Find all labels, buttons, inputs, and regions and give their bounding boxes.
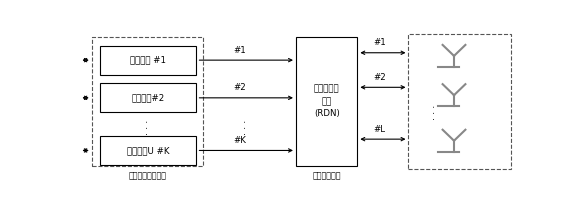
Text: 射频收发单元阵列: 射频收发单元阵列: [128, 171, 166, 180]
Text: #1: #1: [373, 38, 386, 47]
Text: 射频分配网络: 射频分配网络: [313, 171, 341, 180]
Text: #2: #2: [233, 83, 246, 92]
Text: 收发单元#2: 收发单元#2: [131, 93, 165, 102]
Bar: [409, 34, 511, 169]
Bar: [92, 37, 203, 166]
Text: · · ·: · · ·: [241, 120, 251, 135]
Text: · · ·: · · ·: [430, 105, 440, 120]
Text: #K: #K: [233, 136, 246, 145]
Bar: [100, 83, 196, 112]
Bar: [296, 37, 358, 166]
Text: · · ·: · · ·: [143, 120, 153, 135]
Bar: [100, 136, 196, 165]
Text: #2: #2: [373, 73, 386, 82]
Text: 收发单元 #1: 收发单元 #1: [130, 56, 166, 65]
Text: 射频分配网
络，
(RDN): 射频分配网 络， (RDN): [314, 84, 339, 119]
Text: #1: #1: [233, 46, 246, 55]
Bar: [100, 46, 196, 75]
Text: #L: #L: [373, 125, 385, 134]
Text: 收发单元U #K: 收发单元U #K: [126, 146, 169, 155]
